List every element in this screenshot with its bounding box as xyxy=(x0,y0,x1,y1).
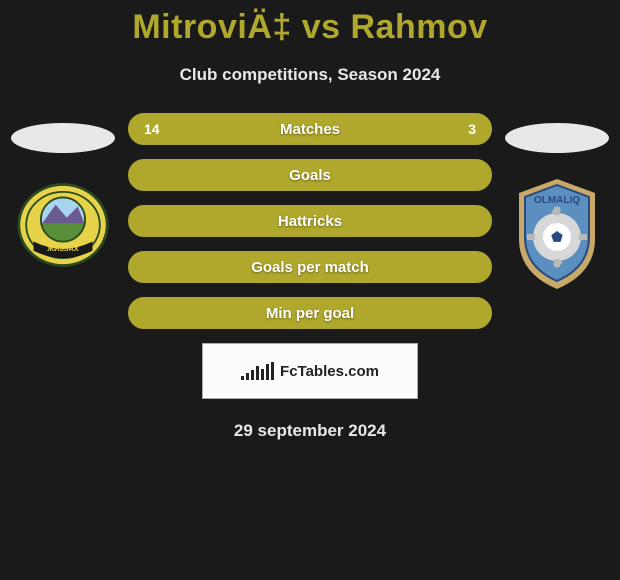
svg-text:ЖИЗЗАХ: ЖИЗЗАХ xyxy=(46,244,78,253)
stat-label: Matches xyxy=(280,121,340,138)
stat-row-matches: 14 Matches 3 xyxy=(128,113,492,145)
left-player-column: ЖИЗЗАХ xyxy=(8,113,118,271)
stat-label: Goals xyxy=(289,167,331,184)
left-avatar-placeholder xyxy=(11,123,115,153)
olmaliq-badge-icon: OLMALIQ xyxy=(507,173,607,293)
comparison-row: ЖИЗЗАХ 14 Matches 3 Goals Hattricks Goal… xyxy=(0,113,620,399)
date-line: 29 september 2024 xyxy=(0,421,620,441)
stat-row-goals-per-match: Goals per match xyxy=(128,251,492,283)
stat-right-value: 3 xyxy=(468,121,476,137)
stat-label: Min per goal xyxy=(266,305,354,322)
sogdiana-badge-icon: ЖИЗЗАХ xyxy=(17,179,109,271)
page-title: MitroviÄ‡ vs Rahmov xyxy=(0,0,620,47)
fctables-label: FcTables.com xyxy=(280,363,379,380)
fctables-bars-icon xyxy=(241,362,274,380)
subtitle: Club competitions, Season 2024 xyxy=(0,65,620,85)
stats-column: 14 Matches 3 Goals Hattricks Goals per m… xyxy=(118,113,502,399)
stat-left-value: 14 xyxy=(144,121,160,137)
stat-row-min-per-goal: Min per goal xyxy=(128,297,492,329)
stat-label: Hattricks xyxy=(278,213,342,230)
right-avatar-placeholder xyxy=(505,123,609,153)
stat-row-hattricks: Hattricks xyxy=(128,205,492,237)
stat-row-goals: Goals xyxy=(128,159,492,191)
stat-label: Goals per match xyxy=(251,259,369,276)
svg-text:OLMALIQ: OLMALIQ xyxy=(534,195,580,206)
fctables-watermark: FcTables.com xyxy=(202,343,418,399)
right-player-column: OLMALIQ xyxy=(502,113,612,293)
right-club-badge: OLMALIQ xyxy=(507,173,607,293)
left-club-badge: ЖИЗЗАХ xyxy=(17,179,109,271)
